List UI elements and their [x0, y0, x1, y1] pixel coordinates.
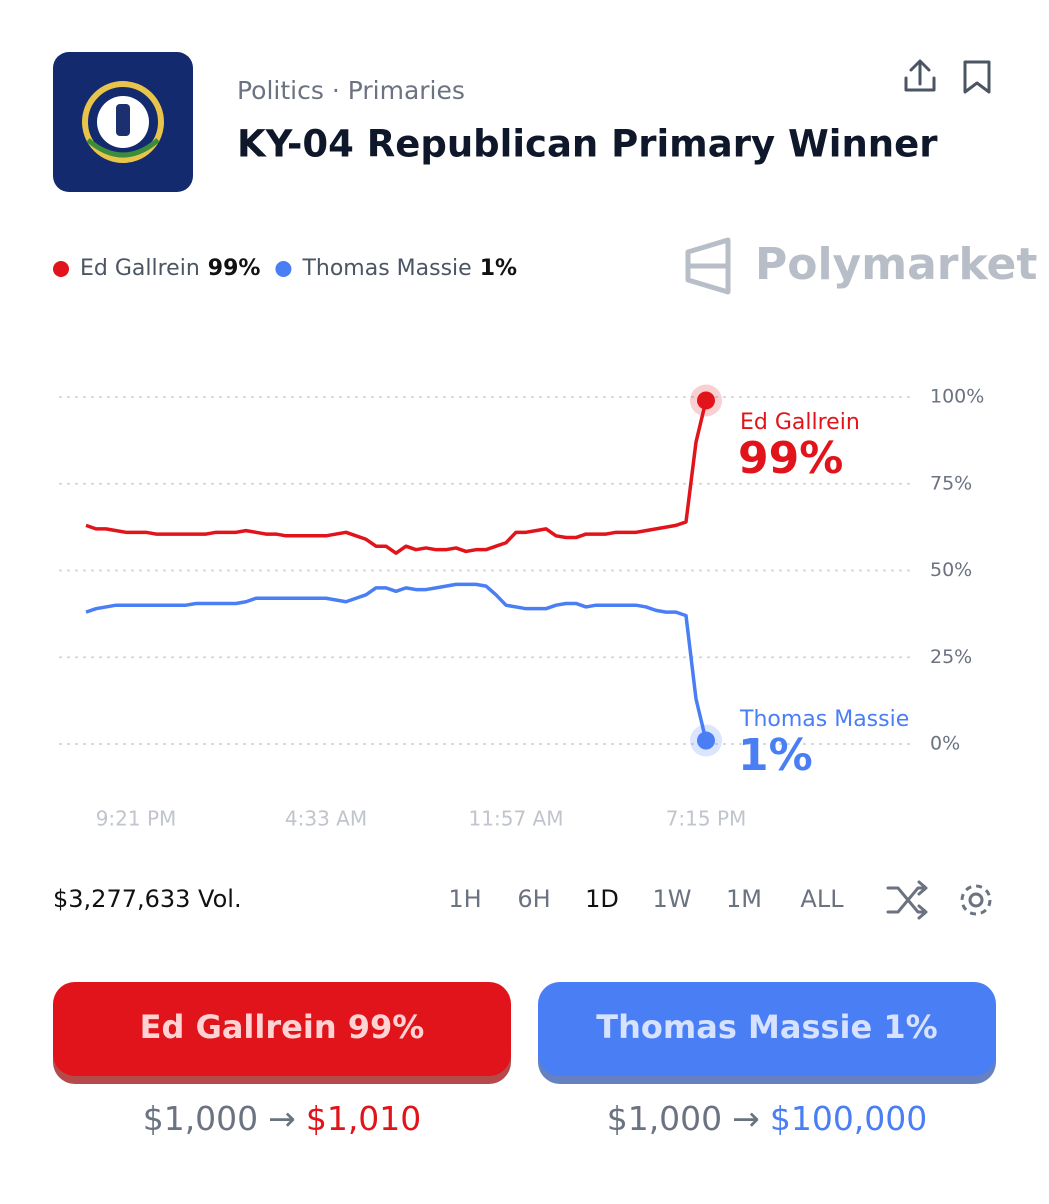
arrow: →: [732, 1099, 760, 1138]
stake: $1,000: [143, 1099, 258, 1138]
legend-dot: [275, 261, 292, 277]
range-option[interactable]: 6H: [517, 885, 550, 913]
brand-name: Polymarket: [755, 239, 1037, 290]
arrow: →: [268, 1099, 296, 1138]
range-option[interactable]: 1D: [585, 885, 619, 913]
legend-value: 99%: [208, 256, 261, 281]
x-tick-label: 11:57 AM: [469, 807, 564, 831]
range-option[interactable]: 1H: [448, 885, 481, 913]
payout: $1,000 → $1,010: [143, 1099, 422, 1138]
y-tick-label: 100%: [930, 386, 984, 408]
y-tick-label: 75%: [930, 472, 972, 494]
series-line: [85, 400, 708, 555]
payout-value: $100,000: [770, 1099, 927, 1138]
range-selector: 1H 6H 1D 1W 1M ALL: [448, 885, 844, 913]
volume: $3,277,633 Vol.: [53, 885, 242, 913]
share-icon[interactable]: [904, 59, 936, 92]
x-tick-label: 9:21 PM: [96, 807, 177, 831]
end-value: 99%: [738, 433, 843, 484]
range-option[interactable]: 1M: [726, 885, 762, 913]
market-icon: [53, 52, 193, 192]
end-point: [697, 731, 715, 750]
payout-value: $1,010: [306, 1099, 421, 1138]
legend-name: Thomas Massie: [301, 256, 471, 281]
legend-entry: Ed Gallrein 99%: [80, 256, 260, 281]
button-label: Thomas Massie 1%: [596, 1008, 937, 1046]
end-point: [697, 391, 715, 410]
buy-button[interactable]: [53, 982, 511, 1076]
button-label: Ed Gallrein 99%: [140, 1008, 425, 1046]
legend-value: 1%: [480, 256, 517, 281]
end-value: 1%: [738, 730, 813, 781]
series-line: [85, 582, 708, 741]
y-tick-label: 0%: [930, 733, 960, 755]
legend: Ed Gallrein 99% Thomas Massie 1%: [53, 256, 517, 281]
end-name: Thomas Massie: [739, 707, 909, 732]
bookmark-icon[interactable]: [963, 60, 991, 94]
range-option[interactable]: ALL: [800, 885, 844, 913]
legend-name: Ed Gallrein: [80, 256, 200, 281]
range-option[interactable]: 1W: [653, 885, 692, 913]
market-title: KY-04 Republican Primary Winner: [237, 123, 938, 166]
brand-logo: Polymarket: [685, 237, 1037, 295]
end-name: Ed Gallrein: [740, 410, 860, 435]
breadcrumb: Politics · Primaries: [237, 76, 465, 105]
buy-button[interactable]: [538, 982, 996, 1076]
shuffle-icon[interactable]: [886, 880, 928, 920]
x-tick-label: 4:33 AM: [285, 807, 367, 831]
buttons: Ed Gallrein 99% $1,000 → $1,010 Thomas Massi…: [53, 982, 996, 1138]
payout: $1,000 → $100,000: [607, 1099, 928, 1138]
x-tick-label: 7:15 PM: [666, 807, 747, 831]
y-tick-label: 50%: [930, 559, 972, 581]
y-tick-label: 25%: [930, 646, 972, 668]
settings-icon[interactable]: [960, 884, 992, 916]
stake: $1,000: [607, 1099, 722, 1138]
legend-entry: Thomas Massie 1%: [301, 256, 517, 281]
legend-dot: [53, 261, 69, 277]
chart: 0% 25% 50% 75% 100% 9:21 PM 4:33 AM 11:57 AM 7:1…: [59, 384, 984, 831]
